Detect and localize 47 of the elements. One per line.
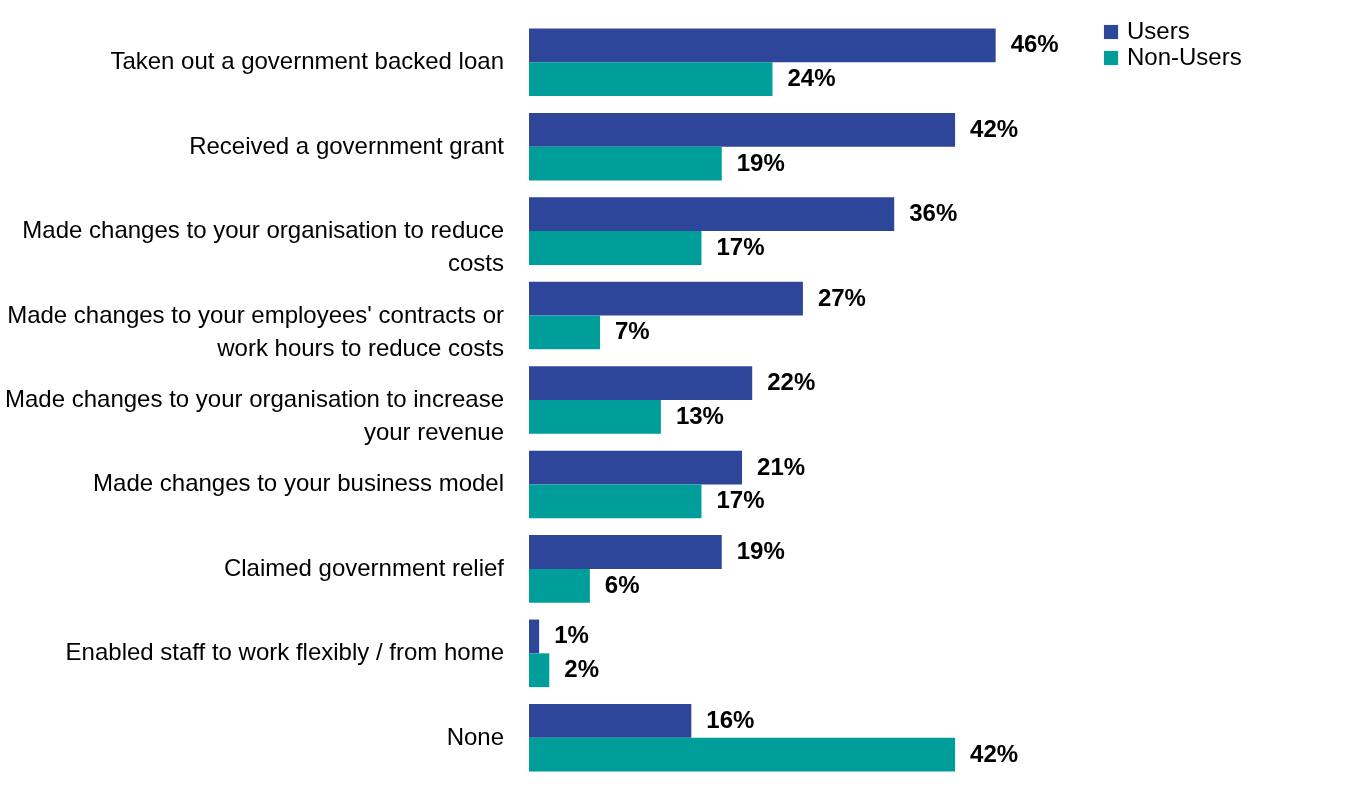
data-label: 22%: [767, 368, 816, 396]
bar: [529, 535, 722, 569]
legend-label: Non-Users: [1127, 43, 1242, 70]
y-tick-label: Made changes to your employees' contracts or work hours to reduce costs: [7, 300, 504, 361]
bar: [529, 704, 692, 738]
bar: [529, 28, 996, 63]
data-label: 2%: [564, 655, 599, 683]
y-tick-label: Taken out a government backed loan: [110, 47, 504, 75]
bar: [529, 653, 550, 688]
data-label: 24%: [787, 64, 836, 92]
bar: [529, 619, 540, 654]
data-label: 21%: [757, 452, 806, 480]
y-tick-label: Made changes to your business model: [93, 469, 504, 497]
data-label: 6%: [604, 570, 640, 598]
bar: [529, 484, 702, 519]
bar: [529, 146, 722, 181]
y-tick-label: Claimed government relief: [223, 553, 505, 581]
data-label: 19%: [736, 537, 785, 564]
data-label: 19%: [736, 148, 785, 176]
bar: [529, 315, 601, 350]
bar: [529, 366, 753, 400]
data-label: 16%: [706, 705, 755, 733]
bar: [529, 197, 895, 232]
y-tick-label: Received a government grant: [189, 131, 505, 159]
bar: [529, 400, 661, 434]
data-label: 42%: [970, 114, 1019, 142]
data-label: 42%: [970, 739, 1019, 767]
data-label: 17%: [716, 486, 765, 514]
data-label: 46%: [1010, 30, 1059, 58]
data-label: 1%: [554, 621, 589, 649]
data-label: 7%: [615, 317, 650, 345]
legend-label: Users: [1127, 17, 1190, 44]
data-label: 36%: [909, 199, 958, 227]
y-tick-label: Made changes to your organisation to reduce costs: [22, 216, 504, 277]
bar: [529, 281, 803, 316]
bar: [529, 62, 773, 96]
data-label: 27%: [817, 283, 866, 311]
y-tick-label: Made changes to your organisation to increase your revenue: [5, 385, 504, 445]
bar: [529, 450, 743, 485]
bar: [529, 231, 702, 265]
y-tick-label: Enabled staff to work flexibly / from home: [65, 638, 504, 666]
bar: [529, 112, 956, 147]
data-label: 17%: [716, 233, 765, 260]
bar: [529, 568, 590, 603]
data-label: 13%: [675, 401, 724, 429]
bar: [529, 737, 956, 772]
y-tick-label: None: [446, 722, 504, 750]
